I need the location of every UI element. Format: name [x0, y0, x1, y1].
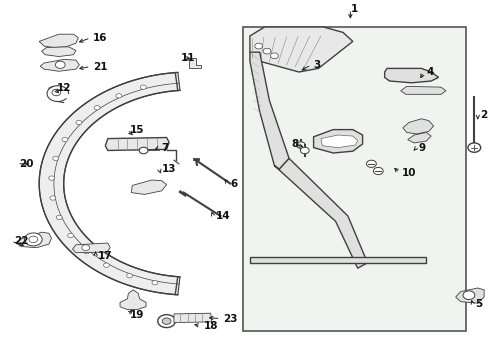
- Bar: [243, 27, 466, 331]
- Circle shape: [56, 215, 62, 220]
- Circle shape: [139, 147, 148, 154]
- Circle shape: [141, 85, 147, 89]
- Text: 13: 13: [162, 164, 176, 174]
- Text: 17: 17: [98, 251, 113, 261]
- Circle shape: [53, 156, 59, 161]
- Text: 16: 16: [93, 33, 108, 43]
- Text: 7: 7: [162, 143, 169, 153]
- Circle shape: [50, 196, 56, 200]
- Polygon shape: [105, 138, 169, 150]
- Polygon shape: [131, 180, 167, 194]
- Circle shape: [300, 147, 309, 154]
- Circle shape: [62, 138, 68, 142]
- Text: 11: 11: [181, 53, 196, 63]
- Circle shape: [24, 233, 42, 246]
- Text: 6: 6: [230, 179, 238, 189]
- Circle shape: [126, 274, 132, 278]
- Circle shape: [255, 43, 263, 49]
- Polygon shape: [39, 34, 78, 48]
- Text: 23: 23: [223, 314, 238, 324]
- Text: 20: 20: [20, 159, 34, 169]
- Text: 5: 5: [475, 299, 483, 309]
- Circle shape: [463, 291, 475, 300]
- Text: 19: 19: [130, 310, 144, 320]
- Text: 12: 12: [56, 83, 71, 93]
- Polygon shape: [401, 86, 446, 94]
- Polygon shape: [174, 313, 212, 323]
- Polygon shape: [385, 68, 439, 83]
- Polygon shape: [189, 58, 201, 68]
- Polygon shape: [314, 130, 363, 153]
- Text: 18: 18: [203, 321, 218, 331]
- Polygon shape: [40, 59, 79, 71]
- Circle shape: [270, 53, 278, 59]
- Circle shape: [55, 61, 65, 68]
- Circle shape: [103, 263, 109, 267]
- Circle shape: [158, 315, 175, 328]
- Circle shape: [52, 89, 61, 96]
- Circle shape: [162, 318, 171, 324]
- Polygon shape: [42, 47, 76, 57]
- Polygon shape: [321, 135, 358, 148]
- Circle shape: [152, 280, 158, 285]
- Polygon shape: [73, 243, 110, 253]
- Circle shape: [263, 48, 271, 54]
- Polygon shape: [456, 288, 484, 303]
- Polygon shape: [274, 158, 368, 268]
- Polygon shape: [39, 72, 180, 295]
- Circle shape: [367, 160, 376, 167]
- Circle shape: [116, 94, 122, 98]
- Circle shape: [82, 245, 90, 251]
- Polygon shape: [250, 52, 289, 169]
- Circle shape: [373, 167, 383, 175]
- Text: 2: 2: [480, 110, 488, 120]
- Text: 15: 15: [130, 125, 145, 135]
- Circle shape: [29, 236, 38, 243]
- Text: 21: 21: [93, 62, 108, 72]
- Circle shape: [68, 233, 74, 238]
- Text: 8: 8: [292, 139, 299, 149]
- Polygon shape: [16, 232, 51, 248]
- Text: 22: 22: [14, 236, 28, 246]
- Polygon shape: [408, 132, 431, 143]
- Polygon shape: [120, 290, 146, 310]
- Circle shape: [94, 105, 100, 110]
- Polygon shape: [403, 119, 434, 134]
- Text: 1: 1: [350, 4, 358, 14]
- Text: 9: 9: [419, 143, 426, 153]
- Polygon shape: [250, 257, 426, 263]
- Circle shape: [468, 143, 481, 152]
- Polygon shape: [250, 27, 353, 72]
- Circle shape: [49, 176, 54, 180]
- Text: 3: 3: [314, 60, 321, 70]
- Circle shape: [296, 142, 305, 148]
- Text: 10: 10: [402, 168, 416, 178]
- Circle shape: [84, 249, 90, 254]
- Circle shape: [76, 120, 82, 125]
- Text: 14: 14: [216, 211, 230, 221]
- Text: 4: 4: [426, 67, 434, 77]
